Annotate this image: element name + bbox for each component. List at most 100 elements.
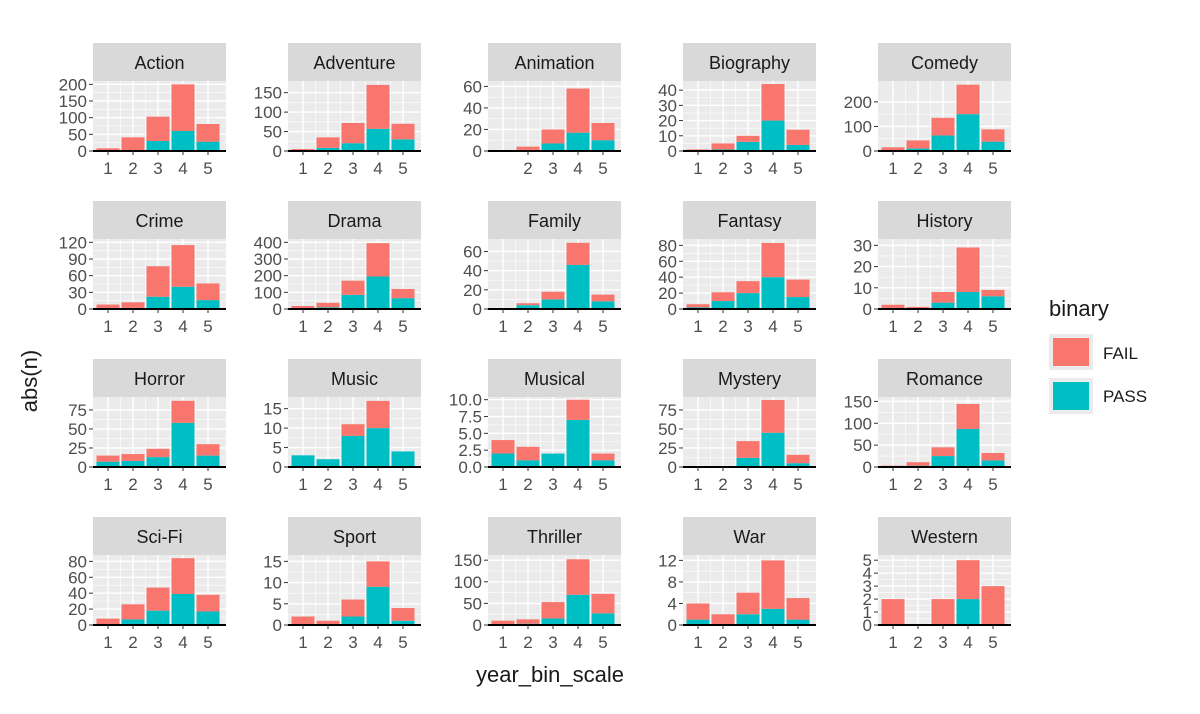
- bar-fail-family-2: [516, 303, 540, 306]
- x-tick-label: 3: [938, 633, 947, 652]
- bar-pass-horror-5: [196, 455, 220, 467]
- y-tick-label: 50: [68, 125, 87, 144]
- y-tick-label: 10: [853, 279, 872, 298]
- bar-fail-romance-3: [931, 447, 955, 457]
- legend-title: binary: [1049, 296, 1109, 321]
- facet-title-romance: Romance: [906, 369, 983, 389]
- y-tick-label: 80: [68, 552, 87, 571]
- x-tick-label: 2: [913, 633, 922, 652]
- x-tick-label: 1: [693, 475, 702, 494]
- bar-fail-animation-2: [516, 146, 540, 150]
- bar-fail-biography-4: [761, 84, 785, 121]
- bar-pass-crime-3: [146, 296, 170, 309]
- y-tick-label: 10: [263, 419, 282, 438]
- y-tick-label: 20: [853, 258, 872, 277]
- x-tick-label: 1: [888, 159, 897, 178]
- x-tick-label: 3: [348, 159, 357, 178]
- y-tick-label: 40: [463, 262, 482, 281]
- facet-panel-thriller: Thriller 0 50 100 150 1 2 3 4 5: [454, 517, 621, 652]
- bar-fail-war-4: [761, 560, 785, 609]
- bar-fail-biography-3: [736, 135, 760, 142]
- bar-fail-biography-2: [711, 143, 735, 150]
- x-tick-label: 1: [498, 633, 507, 652]
- bar-pass-sci-fi-3: [146, 610, 170, 625]
- x-tick-label: 2: [323, 317, 332, 336]
- y-tick-label: 5: [273, 439, 282, 458]
- y-tick-label: 100: [254, 103, 282, 122]
- facet-title-western: Western: [911, 527, 978, 547]
- y-tick-label: 15: [263, 552, 282, 571]
- y-tick-label: 0: [473, 300, 482, 319]
- x-tick-label: 2: [523, 317, 532, 336]
- bar-fail-fantasy-2: [711, 292, 735, 302]
- x-tick-label: 2: [323, 159, 332, 178]
- bar-pass-mystery-3: [736, 457, 760, 467]
- bar-pass-family-2: [516, 305, 540, 309]
- bar-fail-sport-5: [391, 608, 415, 621]
- x-tick-label: 4: [963, 475, 972, 494]
- bar-pass-drama-4: [366, 276, 390, 309]
- bar-fail-thriller-1: [491, 620, 515, 625]
- bar-pass-action-3: [146, 141, 170, 151]
- y-tick-label: 0: [78, 300, 87, 319]
- facet-title-sport: Sport: [333, 527, 376, 547]
- bar-fail-sci-fi-3: [146, 587, 170, 611]
- bar-fail-history-3: [931, 292, 955, 303]
- bar-pass-fantasy-4: [761, 277, 785, 309]
- y-tick-label: 0: [863, 300, 872, 319]
- x-tick-label: 2: [523, 633, 532, 652]
- facet-title-crime: Crime: [136, 211, 184, 231]
- x-tick-label: 2: [913, 317, 922, 336]
- x-tick-label: 1: [498, 475, 507, 494]
- x-tick-label: 3: [348, 317, 357, 336]
- bar-pass-animation-3: [541, 143, 565, 151]
- bar-fail-mystery-5: [786, 454, 810, 464]
- bar-fail-adventure-1: [291, 149, 315, 151]
- y-tick-label: 150: [254, 84, 282, 103]
- bar-fail-western-5: [981, 586, 1005, 625]
- y-tick-label: 40: [68, 584, 87, 603]
- y-tick-label: 7.5: [458, 408, 482, 427]
- facet-strip-sport: [288, 517, 421, 555]
- x-tick-label: 3: [938, 159, 947, 178]
- bar-pass-horror-1: [96, 461, 120, 467]
- x-tick-label: 4: [573, 475, 582, 494]
- y-tick-label: 5: [863, 551, 872, 570]
- bar-fail-sci-fi-1: [96, 618, 120, 625]
- x-tick-label: 2: [323, 475, 332, 494]
- bar-pass-western-4: [956, 599, 980, 625]
- y-tick-label: 20: [463, 281, 482, 300]
- x-tick-label: 2: [523, 159, 532, 178]
- y-tick-label: 0: [78, 458, 87, 477]
- y-tick-label: 100: [844, 117, 872, 136]
- y-tick-label: 0: [273, 142, 282, 161]
- facet-strip-horror: [93, 359, 226, 397]
- x-tick-label: 5: [398, 317, 407, 336]
- y-tick-label: 200: [59, 75, 87, 94]
- bar-pass-horror-2: [121, 460, 145, 467]
- facet-title-biography: Biography: [709, 53, 790, 73]
- x-tick-label: 4: [768, 317, 777, 336]
- bar-pass-adventure-3: [341, 143, 365, 151]
- bar-fail-romance-2: [906, 462, 930, 466]
- y-tick-label: 2: [863, 590, 872, 609]
- x-tick-label: 3: [548, 633, 557, 652]
- bar-fail-animation-4: [566, 88, 590, 133]
- y-tick-label: 4: [863, 564, 872, 583]
- y-tick-label: 60: [463, 77, 482, 96]
- x-tick-label: 5: [203, 475, 212, 494]
- x-tick-label: 3: [548, 317, 557, 336]
- bar-fail-musical-1: [491, 440, 515, 454]
- legend: binary FAIL PASS: [1045, 296, 1195, 436]
- facet-title-sci-fi: Sci-Fi: [137, 527, 183, 547]
- x-tick-label: 3: [153, 475, 162, 494]
- y-tick-label: 20: [463, 120, 482, 139]
- facet-strip-comedy: [878, 43, 1011, 81]
- bar-pass-music-5: [391, 451, 415, 467]
- facet-title-history: History: [916, 211, 972, 231]
- bar-fail-adventure-4: [366, 84, 390, 129]
- bar-fail-war-2: [711, 614, 735, 625]
